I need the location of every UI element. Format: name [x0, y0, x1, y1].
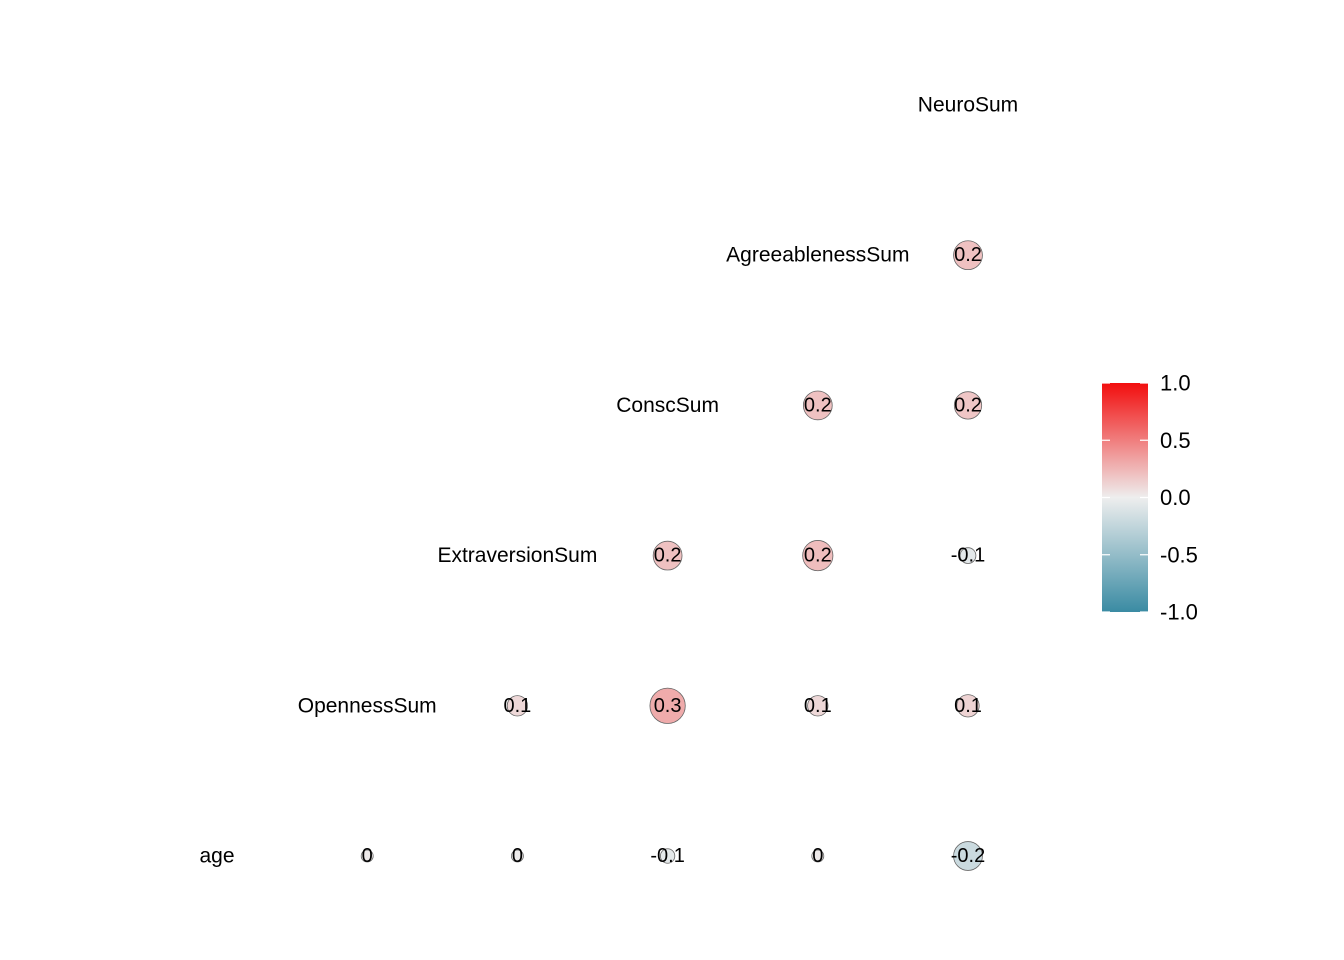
correlation-value-label: 0: [512, 845, 523, 867]
correlation-circle: [807, 695, 829, 717]
correlation-circle: [959, 547, 977, 564]
correlation-circle: [802, 540, 834, 572]
correlation-cell: 0: [811, 845, 825, 867]
correlation-cell: 0.2: [802, 540, 834, 572]
correlation-cells: 0.1 0.2 0.3 0.2 0.2 0.1 0.2 0.2 -0.1 0.1 0 0 -0.1 0 -0…: [360, 240, 985, 871]
correlation-circle: [511, 849, 524, 863]
correlation-value-label: 0.1: [503, 695, 531, 717]
legend-tick-label: -1.0: [1160, 600, 1198, 625]
correlation-circle: [652, 540, 683, 571]
variable-label: AgreeablenessSum: [726, 244, 909, 267]
correlation-value-label: -0.1: [650, 845, 684, 867]
correlation-cell: -0.2: [951, 841, 985, 871]
correlation-cell: 0.2: [953, 391, 983, 420]
correlation-value-label: 0.2: [804, 394, 832, 416]
legend-tick-label: 0.0: [1160, 485, 1191, 510]
correlation-circle: [953, 391, 983, 420]
correlation-value-label: 0: [812, 845, 823, 867]
correlation-value-label: 0.1: [804, 695, 832, 717]
correlation-circle: [506, 695, 529, 717]
correlation-circle: [953, 841, 983, 871]
correlation-value-label: 0.2: [954, 394, 982, 416]
correlation-value-label: 0: [362, 845, 373, 867]
variable-labels: age OpennessSum ExtraversionSum ConscSum Agr…: [199, 94, 1018, 868]
variable-label: age: [199, 845, 234, 868]
variable-label: ConscSum: [616, 394, 719, 417]
correlation-circle: [659, 848, 676, 864]
correlation-cell: 0.1: [804, 695, 832, 717]
correlation-circle: [649, 687, 686, 724]
legend-tick-label: 1.0: [1160, 371, 1191, 396]
correlation-circle: [953, 240, 983, 271]
legend-tick-label: 0.5: [1160, 428, 1191, 453]
correlation-circle: [802, 390, 833, 421]
correlation-cell: 0.3: [649, 687, 686, 724]
correlation-value-label: -0.2: [951, 845, 985, 867]
correlation-cell: 0: [511, 845, 524, 867]
variable-label: NeuroSum: [918, 94, 1018, 117]
variable-label: ExtraversionSum: [437, 544, 597, 567]
correlation-circle: [360, 849, 374, 863]
color-legend: 1.0 0.5 0.0 -0.5 -1.0: [1102, 371, 1198, 625]
correlation-cell: 0.2: [802, 390, 833, 421]
correlation-circle: [956, 694, 980, 718]
correlation-cell: -0.1: [650, 845, 684, 867]
legend-tick-label: -0.5: [1160, 542, 1198, 567]
correlation-value-label: 0.1: [954, 695, 982, 717]
correlation-value-label: 0.2: [804, 545, 832, 567]
variable-label: OpennessSum: [298, 694, 437, 717]
correlation-cell: 0.1: [503, 695, 531, 717]
correlation-circle: [811, 849, 825, 863]
correlation-value-label: 0.2: [954, 244, 982, 266]
correlation-cell: -0.1: [951, 545, 985, 567]
correlation-cell: 0: [360, 845, 374, 867]
correlation-cell: 0.1: [954, 694, 982, 718]
correlation-value-label: 0.2: [654, 545, 682, 567]
correlation-value-label: 0.3: [654, 695, 682, 717]
correlation-cell: 0.2: [652, 540, 683, 571]
correlation-value-label: -0.1: [951, 545, 985, 567]
correlation-cell: 0.2: [953, 240, 983, 271]
